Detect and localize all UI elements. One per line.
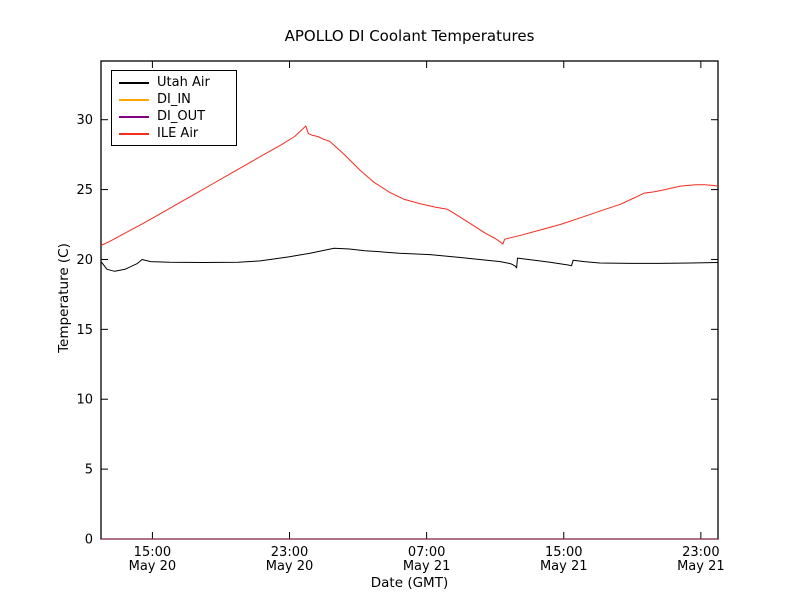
x-tick-label-date: May 21 (540, 559, 588, 574)
y-tick-label: 25 (76, 183, 93, 198)
legend-label: ILE Air (157, 126, 199, 141)
x-tick-label-time: 15:00 (545, 545, 582, 560)
y-tick-label: 20 (76, 253, 93, 268)
legend-item-utah-air: Utah Air (119, 74, 230, 91)
legend-line-swatch (119, 132, 149, 135)
legend-item-di-in: DI_IN (119, 91, 230, 108)
x-tick-label-time: 15:00 (134, 545, 171, 560)
x-tick-label-date: May 21 (677, 559, 725, 574)
x-tick-label-time: 23:00 (682, 545, 719, 560)
y-tick-label: 30 (76, 113, 93, 128)
legend-line-swatch (119, 98, 149, 101)
chart-title: APOLLO DI Coolant Temperatures (284, 27, 535, 45)
legend-label: DI_IN (157, 92, 191, 107)
legend-item-ile-air: ILE Air (119, 125, 230, 142)
legend-line-swatch (119, 115, 149, 118)
x-tick-label-time: 23:00 (271, 545, 308, 560)
y-tick-label: 15 (76, 323, 93, 338)
x-tick-label-time: 07:00 (408, 545, 445, 560)
x-axis-label: Date (GMT) (370, 575, 449, 591)
x-tick-label-date: May 21 (403, 559, 451, 574)
y-tick-label: 0 (85, 533, 93, 548)
legend-label: Utah Air (157, 75, 210, 90)
y-tick-label: 10 (76, 393, 93, 408)
legend-label: DI_OUT (157, 109, 206, 124)
series-line-utah-air (100, 247, 719, 272)
x-tick-label-date: May 20 (129, 559, 177, 574)
legend-line-swatch (119, 81, 149, 84)
y-tick-label: 5 (85, 463, 93, 478)
legend-item-di-out: DI_OUT (119, 108, 230, 125)
series-line-ile-air (100, 125, 719, 246)
legend-box: Utah Air DI_IN DI_OUT ILE Air (111, 70, 237, 146)
x-tick-label-date: May 20 (266, 559, 314, 574)
y-axis-label: Temperature (C) (56, 243, 72, 353)
